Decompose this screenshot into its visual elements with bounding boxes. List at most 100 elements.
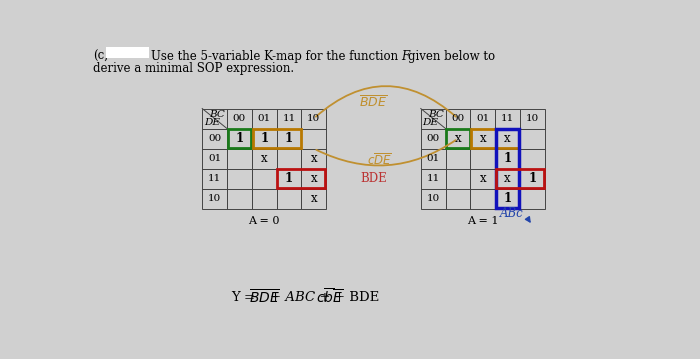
Text: 01: 01 [426, 154, 440, 163]
Bar [252, 108, 276, 129]
Text: $\overline{B}\overline{D}\overline{E}$: $\overline{B}\overline{D}\overline{E}$ [359, 95, 388, 110]
Text: x: x [454, 132, 461, 145]
Bar [471, 129, 519, 148]
Bar [227, 169, 252, 188]
Text: given below to: given below to [407, 50, 495, 63]
Text: A = 0: A = 0 [248, 216, 280, 226]
Bar [252, 188, 276, 209]
Text: 10: 10 [526, 114, 539, 123]
Bar [228, 129, 251, 148]
Bar [470, 169, 495, 188]
Bar [227, 108, 252, 129]
Text: 10: 10 [426, 194, 440, 203]
Text: DE: DE [204, 118, 220, 127]
Text: 1: 1 [503, 152, 512, 165]
Bar [302, 129, 326, 149]
Bar [421, 149, 446, 169]
Bar [446, 188, 470, 209]
Bar [276, 129, 302, 149]
Text: x: x [261, 152, 267, 165]
Text: $c\overline{D}\overline{E}$: $c\overline{D}\overline{E}$ [368, 152, 392, 168]
Bar [446, 108, 470, 129]
Text: Use the 5-variable K-map for the function: Use the 5-variable K-map for the functio… [151, 50, 398, 63]
Bar [446, 169, 470, 188]
Text: F: F [401, 50, 410, 63]
Bar [447, 129, 470, 148]
Text: 11: 11 [208, 174, 221, 183]
Bar [470, 108, 495, 129]
Text: x: x [311, 172, 317, 185]
Text: Y =: Y = [231, 291, 255, 304]
Text: x: x [311, 192, 317, 205]
Text: 11: 11 [426, 174, 440, 183]
Text: x: x [504, 172, 511, 185]
Bar [276, 108, 302, 129]
Text: $\overline{B}\overline{D}\overline{E}$: $\overline{B}\overline{D}\overline{E}$ [248, 288, 280, 306]
Text: 11: 11 [501, 114, 514, 123]
Text: + BDE: + BDE [334, 291, 379, 304]
Bar [276, 169, 302, 188]
Text: BC: BC [428, 110, 444, 119]
Text: x: x [504, 132, 511, 145]
Bar [227, 188, 252, 209]
Bar [421, 129, 446, 149]
Text: DE: DE [422, 118, 438, 127]
Text: 00: 00 [452, 114, 465, 123]
Text: + ABC +: + ABC + [270, 291, 330, 304]
Bar [202, 149, 227, 169]
Text: 1: 1 [285, 172, 293, 185]
Bar [496, 129, 519, 208]
Bar [421, 108, 446, 129]
Text: A = 1: A = 1 [467, 216, 498, 226]
Text: x: x [480, 172, 486, 185]
Text: 1: 1 [503, 192, 512, 205]
Text: (c,: (c, [93, 50, 108, 63]
Text: 01: 01 [208, 154, 221, 163]
Bar [520, 149, 545, 169]
Bar [252, 149, 276, 169]
Bar [520, 129, 545, 149]
Text: 00: 00 [233, 114, 246, 123]
Bar [520, 108, 545, 129]
Text: 10: 10 [307, 114, 321, 123]
Bar [227, 149, 252, 169]
Bar [302, 108, 326, 129]
Text: 01: 01 [476, 114, 489, 123]
Bar [520, 188, 545, 209]
Bar [496, 169, 544, 188]
Bar [276, 149, 302, 169]
Text: ABc: ABc [500, 207, 530, 222]
Text: 1: 1 [285, 132, 293, 145]
Bar [202, 188, 227, 209]
Bar [495, 129, 520, 149]
Bar [470, 129, 495, 149]
Bar [302, 169, 326, 188]
Text: 1: 1 [235, 132, 244, 145]
Text: 00: 00 [208, 134, 221, 143]
Text: x: x [311, 152, 317, 165]
Bar [470, 149, 495, 169]
Bar [277, 169, 326, 188]
Bar [446, 149, 470, 169]
Bar [421, 188, 446, 209]
Bar [276, 188, 302, 209]
Text: derive a minimal SOP expression.: derive a minimal SOP expression. [93, 61, 294, 75]
Bar [202, 129, 227, 149]
Bar [421, 169, 446, 188]
Bar [227, 129, 252, 149]
Bar [470, 188, 495, 209]
Bar [252, 169, 276, 188]
Bar [520, 169, 545, 188]
Bar [446, 129, 470, 149]
Bar [495, 169, 520, 188]
Bar [302, 149, 326, 169]
Text: 01: 01 [258, 114, 271, 123]
Text: $c\overline{b}\overline{E}$: $c\overline{b}\overline{E}$ [316, 288, 343, 307]
Text: 00: 00 [426, 134, 440, 143]
Bar [252, 129, 276, 149]
Bar [495, 108, 520, 129]
Bar [106, 47, 148, 58]
Bar [202, 169, 227, 188]
Text: 10: 10 [208, 194, 221, 203]
Text: BDE: BDE [360, 172, 387, 185]
